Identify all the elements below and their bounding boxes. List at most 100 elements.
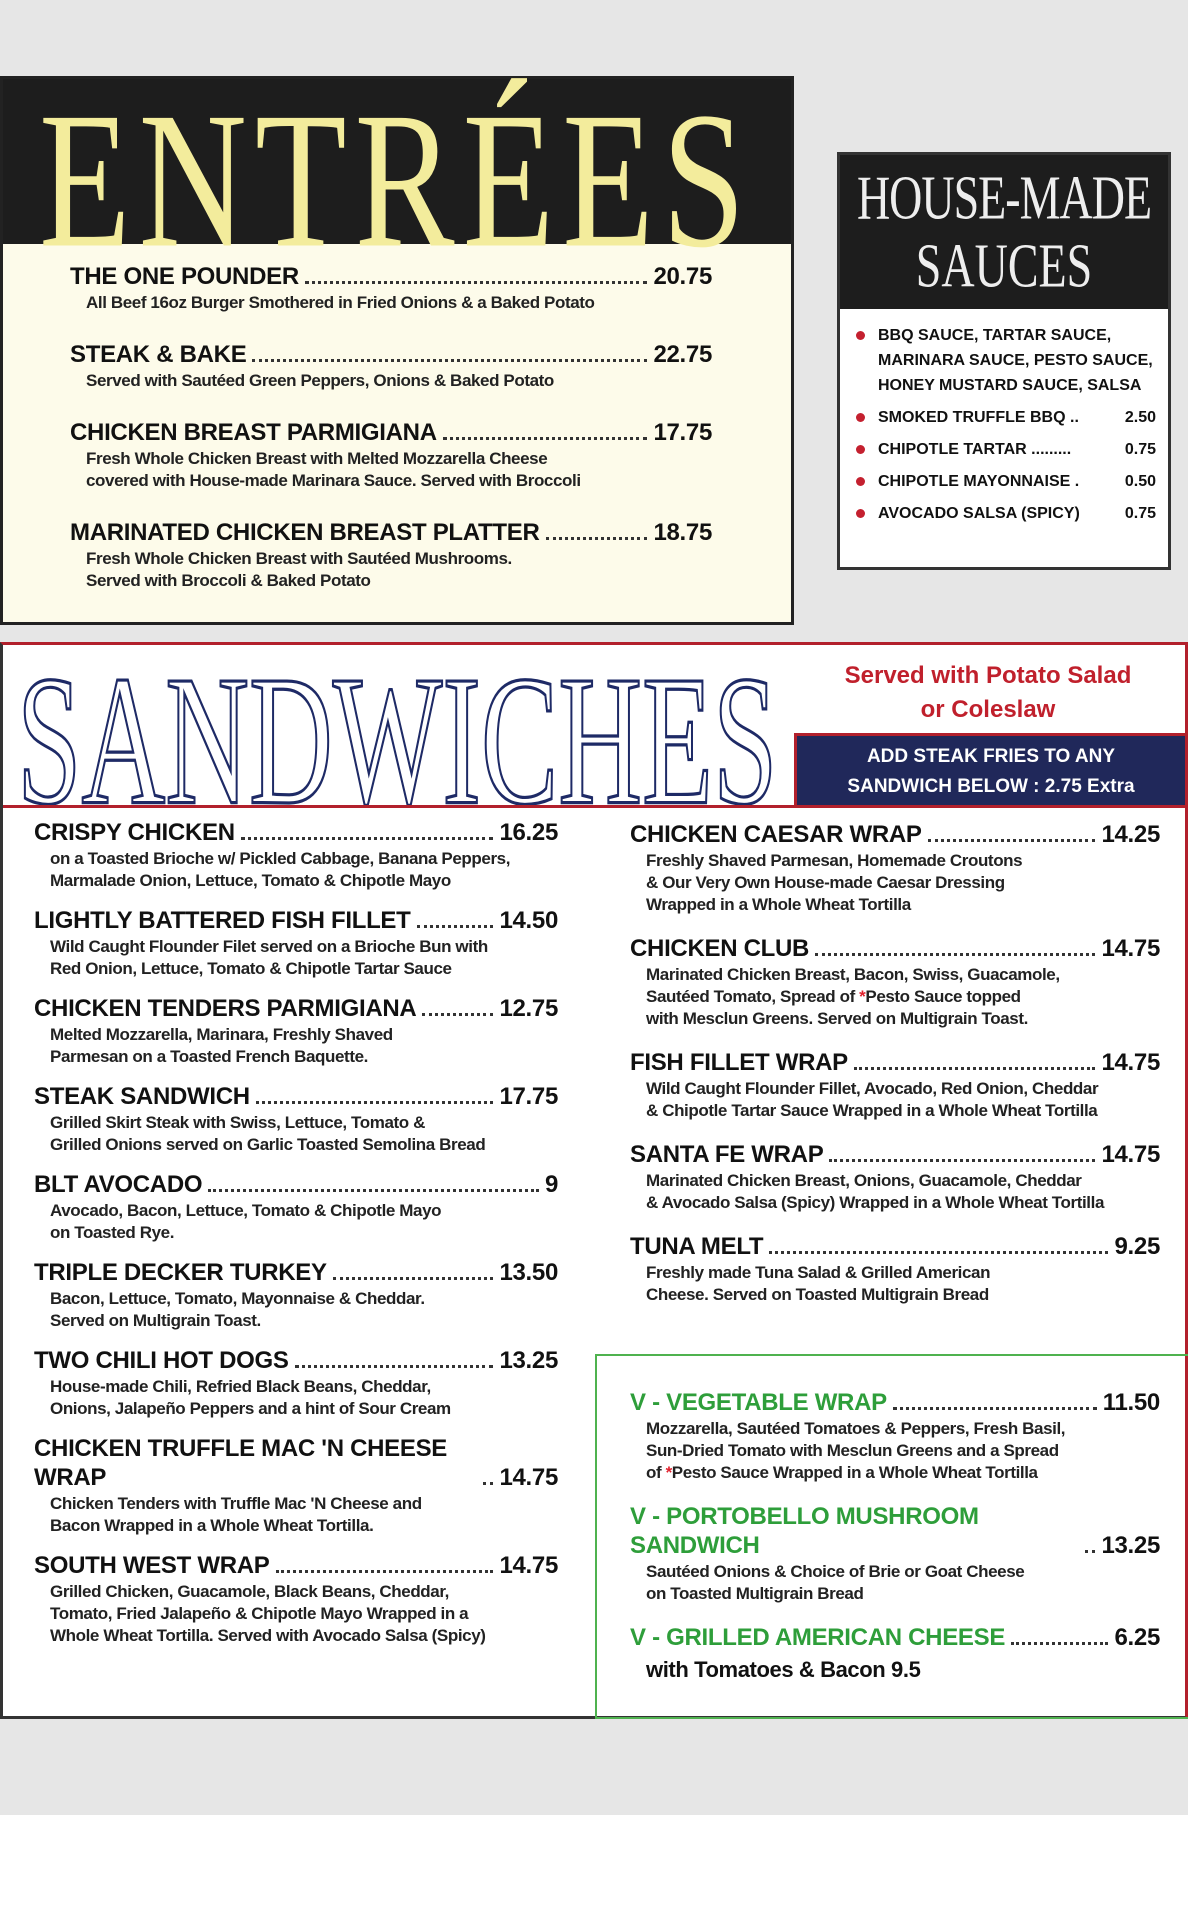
menu-item-description: on a Toasted Brioche w/ Pickled Cabbage,…: [50, 848, 558, 892]
menu-item-name: SOUTH WEST WRAP: [34, 1552, 270, 1579]
item-description-line: of *Pesto Sauce Wrapped in a Whole Wheat…: [646, 1463, 1038, 1482]
item-description-line: Grilled Chicken, Guacamole, Black Beans,…: [50, 1582, 449, 1601]
menu-item-header: SOUTH WEST WRAP 14.75: [34, 1551, 558, 1580]
menu-item: TUNA MELT 9.25 Freshly made Tuna Salad & G…: [630, 1232, 1160, 1306]
menu-item-description: Marinated Chicken Breast, Bacon, Swiss, …: [646, 964, 1160, 1030]
sandwiches-panel: SANDWICHES Served with Potato Salad or C…: [0, 642, 1188, 1719]
item-description-line: Onions, Jalapeño Peppers and a hint of S…: [50, 1399, 451, 1418]
dot-leader: [332, 1277, 494, 1280]
item-description-line: Tomato, Fried Jalapeño & Chipotle Mayo W…: [50, 1604, 469, 1623]
sauce-list-item: SMOKED TRUFFLE BBQ .. 2.50: [856, 405, 1156, 430]
menu-item: SANTA FE WRAP 14.75 Marinated Chicken Brea…: [630, 1140, 1160, 1214]
menu-item-header: CHICKEN CLUB 14.75: [630, 934, 1160, 963]
menu-item: STEAK & BAKE 22.75 Served with Sautéed Gre…: [70, 340, 712, 392]
bullet-icon: [856, 445, 865, 454]
menu-item-price: 16.25: [499, 819, 558, 846]
menu-item-name: CHICKEN TRUFFLE MAC 'N CHEESE WRAP: [34, 1435, 448, 1491]
menu-item: BLT AVOCADO 9 Avocado, Bacon, Lettuce, Tom…: [34, 1170, 558, 1244]
menu-item-header: LIGHTLY BATTERED FISH FILLET 14.50: [34, 906, 558, 935]
item-description-line: Wild Caught Flounder Filet served on a B…: [50, 937, 488, 956]
bullet-icon: [856, 413, 865, 422]
dot-leader: [416, 925, 494, 928]
item-description-line: with Mesclun Greens. Served on Multigrai…: [646, 1009, 1028, 1028]
menu-item-name: CRISPY CHICKEN: [34, 819, 235, 846]
item-description-line: Served on Multigrain Toast.: [50, 1311, 261, 1330]
menu-item-header: STEAK & BAKE 22.75: [70, 340, 712, 369]
sauce-list-item: CHIPOTLE MAYONNAISE . 0.50: [856, 469, 1156, 494]
fries-line2: SANDWICH BELOW : 2.75 Extra: [847, 776, 1135, 797]
menu-item-price: 20.75: [653, 263, 712, 290]
sauce-name: CHIPOTLE TARTAR .........: [878, 441, 1072, 458]
menu-item-name: THE ONE POUNDER: [70, 263, 299, 290]
menu-column: THE ONE POUNDER 20.75 All Beef 16oz Burger…: [70, 262, 712, 592]
item-description-line: House-made Chili, Refried Black Beans, C…: [50, 1377, 431, 1396]
menu-item-description: Freshly Shaved Parmesan, Homemade Crouto…: [646, 850, 1160, 916]
menu-column: CHICKEN CAESAR WRAP 14.25 Freshly Shaved P…: [630, 820, 1160, 1306]
served-line1: Served with Potato Salad: [844, 662, 1132, 689]
item-description-line: Served with Broccoli & Baked Potato: [86, 571, 371, 590]
menu-item-description: House-made Chili, Refried Black Beans, C…: [50, 1376, 558, 1420]
sauce-name-group: BBQ SAUCE, TARTAR SAUCE, MARINARA SAUCE, …: [878, 323, 1156, 398]
item-description-line: Parmesan on a Toasted French Baquette.: [50, 1047, 368, 1066]
menu-item-name: MARINATED CHICKEN BREAST PLATTER: [70, 519, 540, 546]
sauces-panel: HOUSE-MADE SAUCES BBQ SAUCE, TARTAR SAUC…: [837, 152, 1171, 570]
menu-item-description: All Beef 16oz Burger Smothered in Fried …: [86, 292, 712, 314]
menu-item: TRIPLE DECKER TURKEY 13.50 Bacon, Lettuce,…: [34, 1258, 558, 1332]
menu-item: CHICKEN TRUFFLE MAC 'N CHEESE WRAP 14.75 C…: [34, 1434, 558, 1537]
served-with-note: Served with Potato Salad or Coleslaw: [793, 659, 1183, 727]
item-description-line: Bacon, Lettuce, Tomato, Mayonnaise & Che…: [50, 1289, 425, 1308]
menu-item-description: Grilled Chicken, Guacamole, Black Beans,…: [50, 1581, 558, 1647]
item-description-line: Melted Mozzarella, Marinara, Freshly Sha…: [50, 1025, 393, 1044]
menu-item-header: V - PORTOBELLO MUSHROOM SANDWICH 13.25: [630, 1502, 1160, 1560]
item-description-line: & Avocado Salsa (Spicy) Wrapped in a Who…: [646, 1193, 1104, 1212]
menu-item-extra: with Tomatoes & Bacon 9.5: [646, 1657, 921, 1682]
menu-item-header: CHICKEN CAESAR WRAP 14.25: [630, 820, 1160, 849]
menu-item-header: MARINATED CHICKEN BREAST PLATTER 18.75: [70, 518, 712, 547]
menu-item-name: TWO CHILI HOT DOGS: [34, 1347, 289, 1374]
item-description-line: Sun-Dried Tomato with Mesclun Greens and…: [646, 1441, 1059, 1460]
sauces-title-line2: SAUCES: [915, 230, 1093, 300]
sauce-name: CHIPOTLE MAYONNAISE .: [878, 473, 1080, 490]
sauce-name: SMOKED TRUFFLE BBQ ..: [878, 409, 1079, 426]
item-description-line: Chicken Tenders with Truffle Mac 'N Chee…: [50, 1494, 422, 1513]
item-description-line: Whole Wheat Tortilla. Served with Avocad…: [50, 1626, 486, 1645]
item-description-line: covered with House-made Marinara Sauce. …: [86, 471, 581, 490]
item-description-line: All Beef 16oz Burger Smothered in Fried …: [86, 293, 595, 312]
sauce-list-item: BBQ SAUCE, TARTAR SAUCE, MARINARA SAUCE, …: [856, 323, 1156, 398]
menu-item-name: CHICKEN CLUB: [630, 935, 810, 962]
sauce-list-item: CHIPOTLE TARTAR ......... 0.75: [856, 437, 1156, 462]
menu-item: CHICKEN BREAST PARMIGIANA 17.75 Fresh Whol…: [70, 418, 712, 492]
menu-item: LIGHTLY BATTERED FISH FILLET 14.50 Wild Ca…: [34, 906, 558, 980]
menu-item: CHICKEN CAESAR WRAP 14.25 Freshly Shaved P…: [630, 820, 1160, 916]
menu-item-name: STEAK & BAKE: [70, 341, 247, 368]
menu-item-header: CHICKEN BREAST PARMIGIANA 17.75: [70, 418, 712, 447]
item-description-line: & Chipotle Tartar Sauce Wrapped in a Who…: [646, 1101, 1098, 1120]
menu-item-price: 14.50: [499, 907, 558, 934]
menu-item-header: FISH FILLET WRAP 14.75: [630, 1048, 1160, 1077]
item-description-line: on a Toasted Brioche w/ Pickled Cabbage,…: [50, 849, 511, 868]
menu-item-name: V - VEGETABLE WRAP: [630, 1389, 887, 1416]
menu-item-price: 12.75: [499, 995, 558, 1022]
menu-item-description: Marinated Chicken Breast, Onions, Guacam…: [646, 1170, 1160, 1214]
menu-item-header: V - VEGETABLE WRAP 11.50: [630, 1388, 1160, 1417]
menu-item-description: Mozzarella, Sautéed Tomatoes & Peppers, …: [646, 1418, 1160, 1484]
menu-item-price: 6.25: [1114, 1624, 1160, 1651]
item-description-line: Sautéed Tomato, Spread of *Pesto Sauce t…: [646, 987, 1021, 1006]
dot-leader: [252, 359, 648, 362]
item-description-line: Freshly made Tuna Salad & Grilled Americ…: [646, 1263, 991, 1282]
dot-leader: [208, 1189, 539, 1192]
menu-item-name: LIGHTLY BATTERED FISH FILLET: [34, 907, 411, 934]
menu-item-price: 14.75: [499, 1464, 558, 1491]
dot-leader: [294, 1365, 494, 1368]
sauces-header: HOUSE-MADE SAUCES: [840, 155, 1168, 309]
menu-item-description: Bacon, Lettuce, Tomato, Mayonnaise & Che…: [50, 1288, 558, 1332]
menu-item-description: Served with Sautéed Green Peppers, Onion…: [86, 370, 712, 392]
menu-item: STEAK SANDWICH 17.75 Grilled Skirt Steak w…: [34, 1082, 558, 1156]
menu-item-header: V - GRILLED AMERICAN CHEESE 6.25: [630, 1623, 1160, 1652]
item-description-line: Wrapped in a Whole Wheat Tortilla: [646, 895, 911, 914]
menu-item-header: THE ONE POUNDER 20.75: [70, 262, 712, 291]
item-description-line: Marmalade Onion, Lettuce, Tomato & Chipo…: [50, 871, 451, 890]
header-divider: [3, 805, 1185, 808]
item-description-line: Sautéed Onions & Choice of Brie or Goat …: [646, 1562, 1025, 1581]
menu-item-name: SANTA FE WRAP: [630, 1141, 824, 1168]
